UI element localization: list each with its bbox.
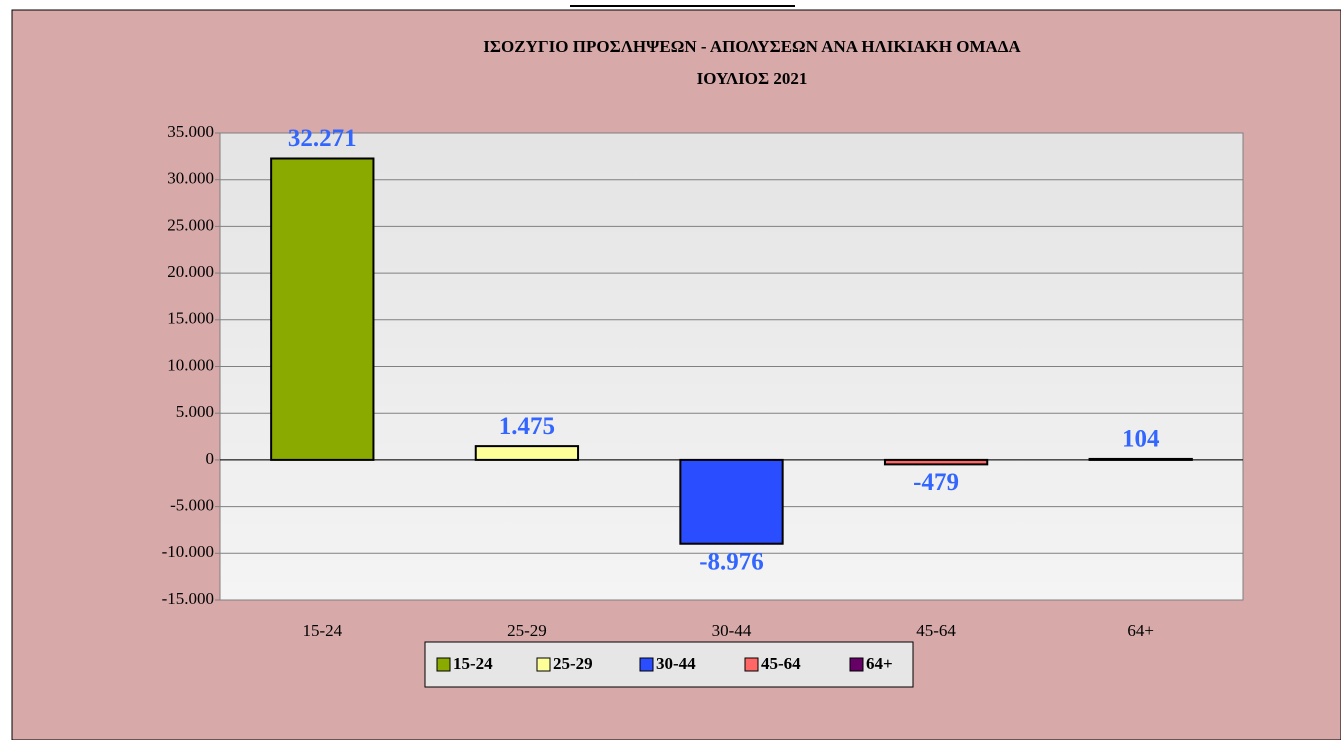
x-tick-label: 64+ [1127, 621, 1154, 640]
y-tick-label: -5.000 [170, 496, 214, 515]
bar [270, 157, 375, 461]
y-tick-label: 35.000 [167, 122, 214, 141]
y-tick-label: 20.000 [167, 262, 214, 281]
legend-swatch [536, 657, 551, 672]
bar [1088, 457, 1193, 461]
y-tick-label: 15.000 [167, 309, 214, 328]
legend-swatch [639, 657, 654, 672]
value-label: -479 [913, 469, 959, 496]
x-tick-label: 25-29 [507, 621, 547, 640]
value-label: -8.976 [699, 548, 764, 575]
legend-box [424, 641, 914, 688]
legend-label: 45-64 [761, 654, 801, 673]
y-tick-label: 5.000 [176, 402, 214, 421]
legend-label: 64+ [866, 654, 893, 673]
legend-swatch [436, 657, 451, 672]
legend-label: 30-44 [656, 654, 696, 673]
y-tick-label: 30.000 [167, 169, 214, 188]
y-tick-label: -10.000 [162, 542, 214, 561]
legend-label: 25-29 [553, 654, 593, 673]
x-tick-label: 15-24 [302, 621, 342, 640]
y-tick-label: 10.000 [167, 355, 214, 374]
value-label: 32.271 [288, 125, 357, 152]
chart-title: ΙΣΟΖΥΓΙΟ ΠΡΟΣΛΗΨΕΩΝ - ΑΠΟΛΥΣΕΩΝ ΑΝΑ ΗΛΙΚ… [483, 37, 1021, 56]
chart-subtitle: ΙΟΥΛΙΟΣ 2021 [697, 69, 808, 88]
y-tick-label: 25.000 [167, 215, 214, 234]
bar [883, 458, 989, 466]
x-tick-label: 45-64 [916, 621, 956, 640]
value-label: 104 [1122, 426, 1160, 453]
x-tick-label: 30-44 [712, 621, 752, 640]
y-tick-label: -15.000 [162, 589, 214, 608]
bar [679, 458, 784, 545]
legend-swatch [849, 657, 864, 672]
legend-swatch [744, 657, 759, 672]
bar [474, 445, 580, 461]
legend-label: 15-24 [453, 654, 493, 673]
value-label: 1.475 [499, 413, 555, 440]
y-tick-label: 0 [206, 449, 215, 468]
